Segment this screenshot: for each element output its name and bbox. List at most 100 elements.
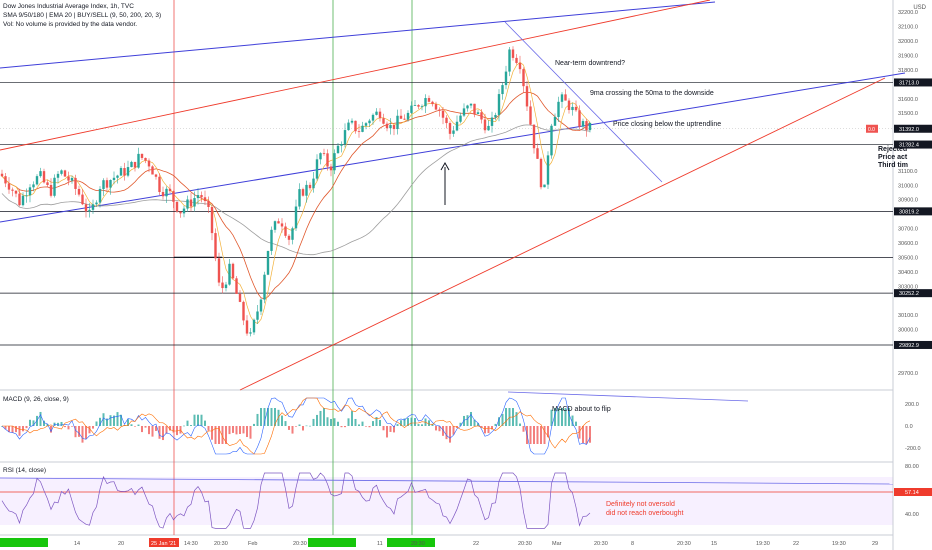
candle-body xyxy=(476,112,480,114)
candle-body xyxy=(301,189,305,196)
macd-histogram-bar xyxy=(81,426,84,443)
macd-histogram-bar xyxy=(389,426,392,432)
candle-body xyxy=(291,228,294,240)
candle-body xyxy=(221,282,224,289)
macd-histogram-bar xyxy=(414,418,416,426)
macd-histogram-bar xyxy=(442,426,444,436)
candle-body xyxy=(424,98,427,107)
candle-body xyxy=(483,119,487,131)
candle-body xyxy=(116,175,119,178)
candle-body xyxy=(151,166,154,175)
uptrend-line xyxy=(0,72,906,223)
macd-histogram-bar xyxy=(505,408,507,426)
date-tick-label: 29 xyxy=(872,541,878,547)
macd-histogram-bar xyxy=(312,418,315,426)
candle-body xyxy=(315,159,319,179)
macd-histogram-bar xyxy=(162,426,164,441)
date-tick-label: 14 xyxy=(74,541,80,547)
level-tag-bg xyxy=(894,78,932,87)
rsi-line xyxy=(1,472,591,529)
candle-body xyxy=(518,62,522,70)
candle-body xyxy=(186,199,189,209)
trendlines xyxy=(0,0,906,493)
annotation-rejected: Rejected xyxy=(878,146,908,153)
candle-body xyxy=(326,153,329,167)
macd-tick-label: -200.0 xyxy=(905,446,921,452)
macd-histogram-bar xyxy=(204,420,206,426)
candle-body xyxy=(14,190,18,194)
session-marker xyxy=(387,538,435,547)
candle-body xyxy=(284,226,287,236)
candle-body xyxy=(119,168,123,176)
macd-signal-line xyxy=(2,397,591,455)
indicator-legend[interactable]: SMA 9/50/180 | EMA 20 | BUY/SELL (9, 50,… xyxy=(3,12,162,19)
macd-histogram-bar xyxy=(197,414,199,426)
price-tick-label: 32100.0 xyxy=(898,25,918,31)
candle-body xyxy=(427,98,431,102)
annotation-price-closing: Price closing below the uptrendline xyxy=(613,121,722,128)
candle-body xyxy=(18,193,21,206)
macd-histogram-bar xyxy=(270,408,273,426)
current-price-badge: 0.0 xyxy=(868,127,875,133)
price-tick-label: 31900.0 xyxy=(898,53,918,59)
candle-body xyxy=(578,110,581,127)
candle-body xyxy=(434,104,438,110)
macd-histogram-bar xyxy=(564,408,567,426)
downtrend-line xyxy=(504,21,663,183)
current-price-badge-bg xyxy=(866,124,878,133)
macd-tick-label: 200.0 xyxy=(905,402,919,408)
date-tick-label: 11 xyxy=(377,541,383,547)
macd-title: MACD (9, 26, close, 9) xyxy=(3,396,69,403)
macd-histogram-bar xyxy=(120,414,122,426)
macd-histogram-bar xyxy=(554,408,556,426)
macd-histogram-bar xyxy=(260,408,262,426)
candle-body xyxy=(532,124,536,149)
macd-histogram-bar xyxy=(183,425,185,427)
macd-histogram-bar xyxy=(438,426,441,432)
candle-body xyxy=(452,130,455,134)
candle-body xyxy=(53,177,56,196)
macd-histogram-bar xyxy=(165,426,168,434)
macd-histogram-bar xyxy=(536,426,539,444)
macd-histogram-bar xyxy=(529,426,532,444)
candle-body xyxy=(308,184,312,189)
candle-body xyxy=(238,293,242,302)
macd-histogram-bar xyxy=(78,426,80,437)
macd-histogram-bar xyxy=(158,426,161,439)
annotation-third-time: Third tim xyxy=(878,162,908,169)
macd-histogram-bar xyxy=(284,421,287,426)
candle-body xyxy=(21,195,25,206)
candle-body xyxy=(361,125,364,132)
rsi-band xyxy=(0,477,893,525)
macd-panel xyxy=(1,397,591,455)
candle-body xyxy=(459,115,462,122)
macd-histogram-bar xyxy=(386,426,388,438)
macd-histogram-bar xyxy=(361,421,364,426)
macd-histogram-bar xyxy=(116,412,119,426)
price-tick-label: 30300.0 xyxy=(898,284,918,290)
candle-body xyxy=(35,176,39,185)
candle-body xyxy=(392,125,396,130)
candle-body xyxy=(98,188,102,203)
macd-histogram-bar xyxy=(281,415,283,426)
candle-body xyxy=(179,211,182,214)
macd-histogram-bar xyxy=(130,424,133,426)
macd-histogram-bar xyxy=(589,426,591,443)
macd-histogram-bar xyxy=(109,415,112,426)
candle-body xyxy=(84,204,88,212)
date-tick-label: 22 xyxy=(793,541,799,547)
rsi-panel xyxy=(1,472,591,529)
candle-body xyxy=(91,204,95,210)
candle-body xyxy=(203,197,207,202)
candle-body xyxy=(571,106,574,111)
candle-body xyxy=(112,177,116,180)
candle-body xyxy=(508,49,511,72)
date-tick-label: 20:30 xyxy=(411,541,425,547)
candle-body xyxy=(546,155,550,185)
macd-histogram-bar xyxy=(547,426,549,438)
candle-body xyxy=(280,223,284,227)
candle-body xyxy=(235,278,238,294)
macd-histogram-bar xyxy=(470,411,472,426)
macd-histogram-bar xyxy=(50,426,52,433)
